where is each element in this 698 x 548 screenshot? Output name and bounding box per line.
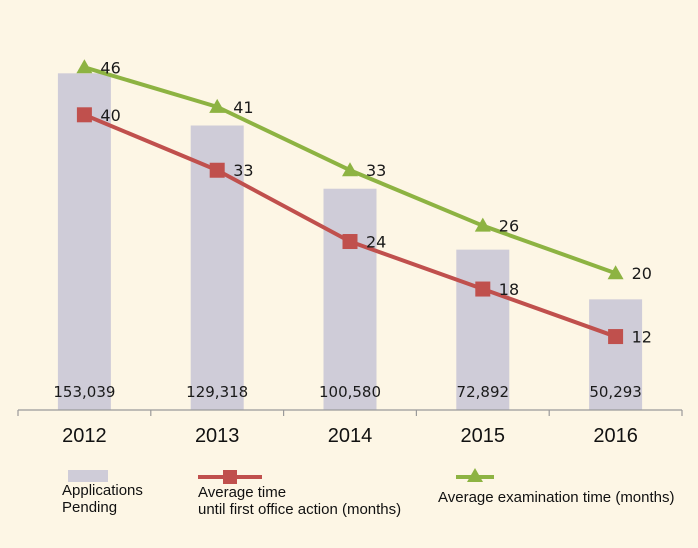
- legend-label-bars: Pending: [62, 499, 117, 516]
- triangle-marker: [342, 162, 358, 177]
- bar-2016: [589, 299, 643, 410]
- point-value-label: 40: [100, 106, 120, 125]
- legend-label-first-office-action: until first office action (months): [198, 501, 401, 518]
- point-value-label: 20: [632, 264, 652, 283]
- bar-value-label: 100,580: [319, 383, 381, 401]
- triangle-marker: [76, 59, 93, 74]
- bar-2015: [456, 249, 510, 410]
- bar-2014: [323, 188, 377, 410]
- bar-value-label: 50,293: [589, 383, 642, 401]
- bar-2012: [57, 73, 111, 410]
- triangle-marker: [607, 265, 624, 280]
- square-marker: [209, 162, 225, 178]
- x-tick-label: 2016: [593, 425, 638, 447]
- legend-label-examination-time: Average examination time (months): [438, 489, 675, 506]
- point-value-label: 18: [499, 280, 519, 299]
- bar-value-label: 153,039: [53, 383, 115, 401]
- square-marker: [608, 329, 624, 345]
- square-marker: [76, 107, 92, 123]
- legend-swatch-bars: [68, 470, 108, 482]
- bars-layer: 153,039 129,318 100,580 72,892 50,293: [53, 73, 643, 410]
- lines-layer: 40 33 24 18 12 46 41 33 26 20: [76, 58, 652, 347]
- square-marker: [475, 281, 491, 297]
- x-tick-label: 2013: [195, 425, 240, 447]
- point-value-label: 24: [366, 233, 386, 252]
- x-tick-label: 2015: [461, 425, 506, 447]
- triangle-marker: [209, 98, 226, 113]
- point-value-label: 33: [366, 161, 386, 180]
- legend-swatch-triangle-marker: [467, 468, 483, 482]
- square-marker: [342, 234, 358, 250]
- bar-value-label: 72,892: [457, 383, 510, 401]
- legend-label-bars: Applications: [62, 482, 143, 499]
- point-value-label: 41: [233, 98, 253, 117]
- x-tick-label: 2014: [328, 425, 373, 447]
- x-axis: 2012 2013 2014 2015 2016: [17, 409, 683, 447]
- point-value-label: 46: [100, 58, 120, 77]
- triangle-marker: [474, 217, 491, 232]
- legend-label-first-office-action: Average time: [198, 484, 286, 501]
- point-value-label: 12: [632, 328, 652, 347]
- legend-swatch-square-marker: [223, 470, 237, 484]
- bar-value-label: 129,318: [186, 383, 248, 401]
- x-tick-label: 2012: [62, 425, 107, 447]
- point-value-label: 33: [233, 161, 253, 180]
- point-value-label: 26: [499, 217, 519, 236]
